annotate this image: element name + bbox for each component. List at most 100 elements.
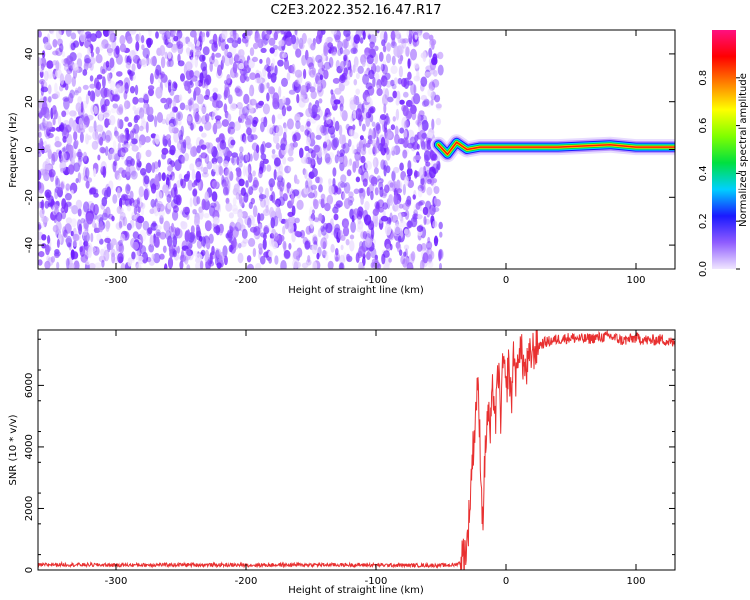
noise-blob (72, 63, 79, 71)
noise-blob (145, 149, 152, 158)
noise-blob (155, 190, 163, 201)
noise-blob (426, 178, 432, 185)
noise-blob (335, 248, 339, 256)
noise-blob (38, 30, 42, 38)
noise-blob (232, 197, 237, 206)
noise-blob (343, 39, 348, 50)
noise-blob (229, 67, 238, 79)
noise-blob (349, 68, 353, 78)
noise-blob (145, 162, 152, 174)
noise-blob (87, 62, 93, 69)
noise-blob (279, 163, 283, 175)
noise-blob (327, 260, 334, 269)
noise-blob (343, 198, 351, 210)
noise-blob (102, 165, 107, 178)
noise-blob (266, 33, 271, 40)
noise-blob (362, 61, 366, 67)
noise-blob (273, 31, 278, 41)
noise-blob (305, 177, 313, 188)
noise-blob (255, 77, 263, 84)
x-tick-label: -100 (365, 275, 388, 286)
noise-blob (431, 118, 435, 130)
noise-blob (380, 136, 386, 147)
noise-blob (87, 90, 91, 96)
noise-blob (271, 228, 277, 238)
noise-blob (369, 34, 377, 45)
noise-blob (277, 175, 284, 183)
noise-blob (186, 142, 191, 150)
noise-blob (79, 30, 86, 43)
noise-blob (158, 209, 165, 218)
y-tick-label: 4000 (24, 434, 35, 459)
noise-blob (220, 39, 227, 51)
noise-blob (274, 203, 279, 212)
noise-blob (177, 119, 182, 126)
noise-blob (294, 113, 301, 123)
noise-blob (52, 224, 59, 233)
noise-blob (76, 52, 83, 59)
noise-blob (391, 214, 399, 223)
noise-blob (391, 83, 397, 90)
noise-blob (258, 170, 263, 179)
noise-blob (404, 176, 409, 186)
noise-blob (212, 99, 219, 108)
noise-blob (304, 240, 311, 250)
noise-blob (77, 96, 82, 105)
noise-blob (204, 256, 208, 262)
noise-blob (255, 102, 259, 110)
noise-blob (350, 114, 354, 124)
noise-blob (270, 62, 275, 72)
noise-blob (229, 221, 236, 232)
noise-blob (368, 69, 375, 80)
noise-blob (115, 45, 120, 55)
noise-blob (132, 241, 140, 250)
noise-blob (320, 198, 326, 209)
noise-blob (401, 77, 407, 88)
noise-blob (368, 174, 375, 184)
noise-blob (180, 73, 185, 82)
noise-blob (147, 85, 155, 91)
noise-blob (312, 236, 318, 246)
noise-blob (385, 80, 392, 88)
noise-blob (87, 46, 91, 56)
noise-blob (132, 129, 137, 135)
noise-blob (179, 260, 184, 269)
noise-blob (280, 143, 287, 151)
noise-blob (54, 141, 62, 148)
spectrogram-frame (37, 29, 676, 270)
noise-blob (268, 86, 275, 95)
noise-blob (56, 261, 60, 269)
noise-blob (269, 127, 274, 135)
noise-blob (82, 84, 89, 90)
noise-blob (115, 241, 123, 252)
noise-blob (224, 44, 229, 50)
noise-blob (49, 30, 54, 34)
noise-blob (371, 258, 379, 265)
noise-blob (178, 134, 184, 145)
noise-blob (189, 69, 194, 79)
noise-blob (315, 54, 323, 63)
noise-blob (268, 250, 273, 257)
noise-blob (95, 81, 102, 91)
noise-blob (378, 207, 384, 213)
noise-blob (79, 246, 83, 253)
noise-blob (325, 222, 333, 234)
noise-blob (132, 96, 139, 105)
noise-blob (339, 106, 344, 118)
noise-blob (148, 243, 155, 253)
noise-blob (217, 156, 223, 164)
noise-blob (52, 117, 56, 126)
noise-blob (258, 243, 263, 250)
noise-blob (73, 260, 80, 269)
noise-blob (335, 256, 339, 262)
noise-blob (412, 37, 420, 47)
noise-blob (43, 70, 49, 82)
noise-blob (95, 188, 99, 195)
noise-blob (259, 58, 263, 64)
noise-blob (115, 131, 120, 139)
noise-blob (136, 197, 140, 205)
noise-blob (98, 220, 104, 233)
noise-blob (61, 51, 66, 58)
